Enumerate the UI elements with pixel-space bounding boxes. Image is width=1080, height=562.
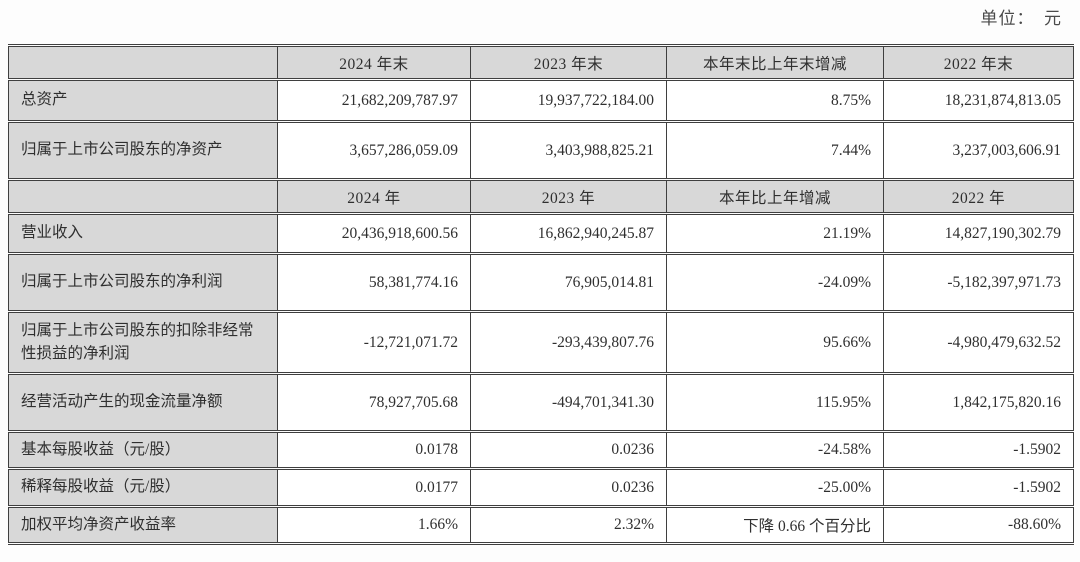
value-cell-2023: 0.0236 bbox=[470, 430, 667, 469]
row-total-assets: 总资产 21,682,209,787.97 19,937,722,184.00 … bbox=[8, 78, 1074, 122]
row-basic-eps: 基本每股收益（元/股） 0.0178 0.0236 -24.58% -1.590… bbox=[8, 430, 1074, 469]
value-cell-change: 115.95% bbox=[666, 372, 884, 432]
value-cell-2023: 16,862,940,245.87 bbox=[470, 212, 667, 254]
value-cell-2024: 78,927,705.68 bbox=[277, 372, 471, 432]
row-weighted-avg-roe: 加权平均净资产收益率 1.66% 2.32% 下降 0.66 个百分比 -88.… bbox=[8, 505, 1074, 545]
value-cell-2023: 2.32% bbox=[470, 505, 667, 545]
value-cell-2022: -4,980,479,632.52 bbox=[883, 310, 1074, 374]
header-cell-2022-year: 2022 年 bbox=[883, 178, 1074, 214]
row-label-cell: 营业收入 bbox=[8, 212, 278, 254]
header-cell-yoy-change-year-end: 本年末比上年末增减 bbox=[666, 44, 884, 80]
row-label-cell: 归属于上市公司股东的净资产 bbox=[8, 120, 278, 180]
value-cell-2023: 3,403,988,825.21 bbox=[470, 120, 667, 180]
unit-label: 单位： 元 bbox=[980, 9, 1062, 28]
value-cell-2024: 21,682,209,787.97 bbox=[277, 78, 471, 122]
value-cell-2022: 3,237,003,606.91 bbox=[883, 120, 1074, 180]
value-cell-2022: 14,827,190,302.79 bbox=[883, 212, 1074, 254]
value-cell-change: -25.00% bbox=[666, 467, 884, 507]
row-label-cell: 加权平均净资产收益率 bbox=[8, 505, 278, 545]
value-cell-2024: 20,436,918,600.56 bbox=[277, 212, 471, 254]
row-diluted-eps: 稀释每股收益（元/股） 0.0177 0.0236 -25.00% -1.590… bbox=[8, 467, 1074, 507]
value-cell-2024: 0.0178 bbox=[277, 430, 471, 469]
value-cell-2023: -494,701,341.30 bbox=[470, 372, 667, 432]
value-cell-2023: 0.0236 bbox=[470, 467, 667, 507]
value-cell-2024: 1.66% bbox=[277, 505, 471, 545]
value-cell-2024: 3,657,286,059.09 bbox=[277, 120, 471, 180]
header-cell-2023-year-end: 2023 年末 bbox=[470, 44, 667, 80]
header-cell-2023-year: 2023 年 bbox=[470, 178, 667, 214]
row-label-cell: 经营活动产生的现金流量净额 bbox=[8, 372, 278, 432]
row-label-cell: 稀释每股收益（元/股） bbox=[8, 467, 278, 507]
value-cell-2022: -5,182,397,971.73 bbox=[883, 252, 1074, 312]
value-cell-2024: 0.0177 bbox=[277, 467, 471, 507]
value-cell-2022: 1,842,175,820.16 bbox=[883, 372, 1074, 432]
header-row-year: 2024 年 2023 年 本年比上年增减 2022 年 bbox=[8, 178, 1074, 214]
value-cell-change: -24.58% bbox=[666, 430, 884, 469]
row-label-cell: 归属于上市公司股东的净利润 bbox=[8, 252, 278, 312]
row-label-cell: 基本每股收益（元/股） bbox=[8, 430, 278, 469]
value-cell-change: 下降 0.66 个百分比 bbox=[666, 505, 884, 545]
value-cell-2024: -12,721,071.72 bbox=[277, 310, 471, 374]
value-cell-2023: 76,905,014.81 bbox=[470, 252, 667, 312]
row-net-profit-attributable: 归属于上市公司股东的净利润 58,381,774.16 76,905,014.8… bbox=[8, 252, 1074, 312]
value-cell-2023: 19,937,722,184.00 bbox=[470, 78, 667, 122]
header-cell-2022-year-end: 2022 年末 bbox=[883, 44, 1074, 80]
header-cell-2024-year: 2024 年 bbox=[277, 178, 471, 214]
value-cell-change: -24.09% bbox=[666, 252, 884, 312]
value-cell-change: 8.75% bbox=[666, 78, 884, 122]
header-cell-yoy-change-year: 本年比上年增减 bbox=[666, 178, 884, 214]
row-net-assets-attributable: 归属于上市公司股东的净资产 3,657,286,059.09 3,403,988… bbox=[8, 120, 1074, 180]
value-cell-2022: -1.5902 bbox=[883, 430, 1074, 469]
key-financials-table: 2024 年末 2023 年末 本年末比上年末增减 2022 年末 总资产 21… bbox=[8, 44, 1074, 545]
value-cell-2022: 18,231,874,813.05 bbox=[883, 78, 1074, 122]
row-label-cell: 归属于上市公司股东的扣除非经常性损益的净利润 bbox=[8, 310, 278, 374]
row-operating-revenue: 营业收入 20,436,918,600.56 16,862,940,245.87… bbox=[8, 212, 1074, 254]
row-operating-cash-flow: 经营活动产生的现金流量净额 78,927,705.68 -494,701,341… bbox=[8, 372, 1074, 432]
value-cell-change: 21.19% bbox=[666, 212, 884, 254]
value-cell-2022: -1.5902 bbox=[883, 467, 1074, 507]
row-label-cell: 总资产 bbox=[8, 78, 278, 122]
header-cell-blank bbox=[8, 44, 278, 80]
value-cell-2023: -293,439,807.76 bbox=[470, 310, 667, 374]
header-cell-blank bbox=[8, 178, 278, 214]
value-cell-change: 95.66% bbox=[666, 310, 884, 374]
row-net-profit-excl-nonrecurring: 归属于上市公司股东的扣除非经常性损益的净利润 -12,721,071.72 -2… bbox=[8, 310, 1074, 374]
header-row-year-end: 2024 年末 2023 年末 本年末比上年末增减 2022 年末 bbox=[8, 44, 1074, 80]
header-cell-2024-year-end: 2024 年末 bbox=[277, 44, 471, 80]
value-cell-2024: 58,381,774.16 bbox=[277, 252, 471, 312]
value-cell-2022: -88.60% bbox=[883, 505, 1074, 545]
value-cell-change: 7.44% bbox=[666, 120, 884, 180]
